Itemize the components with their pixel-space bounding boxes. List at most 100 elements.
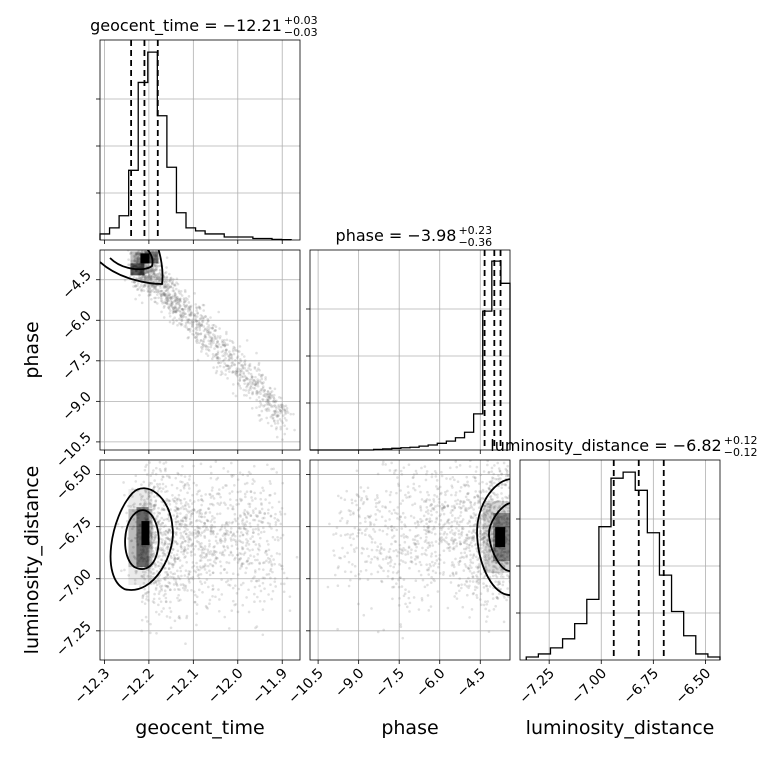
sample-point [498,555,502,558]
sample-point [179,311,182,314]
sample-point [218,551,222,555]
sample-point [479,598,482,601]
sample-point [502,564,505,568]
sample-point [472,553,476,556]
sample-point [151,471,154,475]
sample-point [210,502,214,506]
sample-point [258,379,262,382]
sample-point [406,485,410,488]
sample-point [392,565,396,569]
sample-point [143,468,147,472]
sample-point [470,572,474,575]
sample-point [223,532,227,536]
sample-point [373,530,377,533]
sample-point [280,410,283,413]
sample-point [149,531,152,535]
sample-point [453,538,457,541]
sample-point [243,393,246,397]
sample-point [164,541,167,544]
sample-point [241,533,245,537]
sample-point [269,514,273,518]
sample-point [166,296,169,300]
sample-point [147,264,150,267]
sample-point [183,298,186,302]
sample-point [138,293,141,297]
sample-point [443,505,446,509]
sample-point [499,587,503,591]
sample-point [152,601,156,604]
sample-point [155,540,158,544]
sample-point [213,516,216,520]
sample-point [283,416,287,420]
sample-point [253,480,256,483]
sample-point [157,276,161,280]
sample-point [229,503,232,507]
sample-point [495,575,499,579]
sample-point [461,605,465,609]
sample-point [256,384,260,388]
sample-point [173,560,177,564]
sample-point [152,524,155,528]
sample-point [504,505,508,509]
sample-point [368,516,371,519]
sample-point [154,288,158,292]
sample-point [487,630,491,634]
sample-point [357,602,360,606]
sample-point [474,555,478,559]
sample-point [266,397,270,401]
sample-point [248,549,251,552]
sample-point [501,562,504,566]
sample-point [214,561,218,565]
sample-point [270,506,274,509]
sample-point [150,532,153,536]
sample-point [471,561,475,565]
sample-point [140,288,144,291]
x-tick-label: −7.00 [568,666,610,708]
sample-point [273,562,276,566]
sample-point [147,557,150,561]
sample-point [160,508,164,512]
sample-point [427,525,430,528]
sample-point [427,526,431,529]
sample-point [199,545,202,549]
sample-point [443,531,447,534]
sample-point [432,498,435,501]
sample-point [136,251,139,255]
sample-point [163,293,166,297]
sample-point [183,312,187,315]
sample-point [441,525,445,529]
sample-point [409,551,413,555]
sample-point [492,492,496,495]
sample-point [228,350,231,354]
sample-point [146,290,150,293]
sample-point [494,574,498,577]
sample-point [246,559,250,563]
sample-point [242,524,246,527]
sample-point [188,537,192,541]
sample-point [177,306,181,310]
sample-point [268,394,271,398]
sample-point [486,505,490,509]
sample-point [136,260,140,264]
sample-point [221,354,225,358]
sample-point [365,495,368,498]
sample-point [254,527,258,531]
sample-point [174,505,178,509]
sample-point [136,516,140,520]
sample-point [465,475,469,479]
sample-point [200,556,203,559]
sample-point [152,285,155,288]
sample-point [453,506,456,509]
sample-point [168,293,171,296]
sample-point [405,605,409,609]
sample-point [143,545,147,549]
sample-point [206,317,210,321]
sample-point [201,590,204,594]
sample-point [373,541,377,544]
sample-point [473,495,477,499]
sample-point [181,519,185,523]
sample-point [497,519,500,522]
sample-point [256,523,260,527]
sample-point [233,371,237,374]
sample-point [485,508,489,512]
